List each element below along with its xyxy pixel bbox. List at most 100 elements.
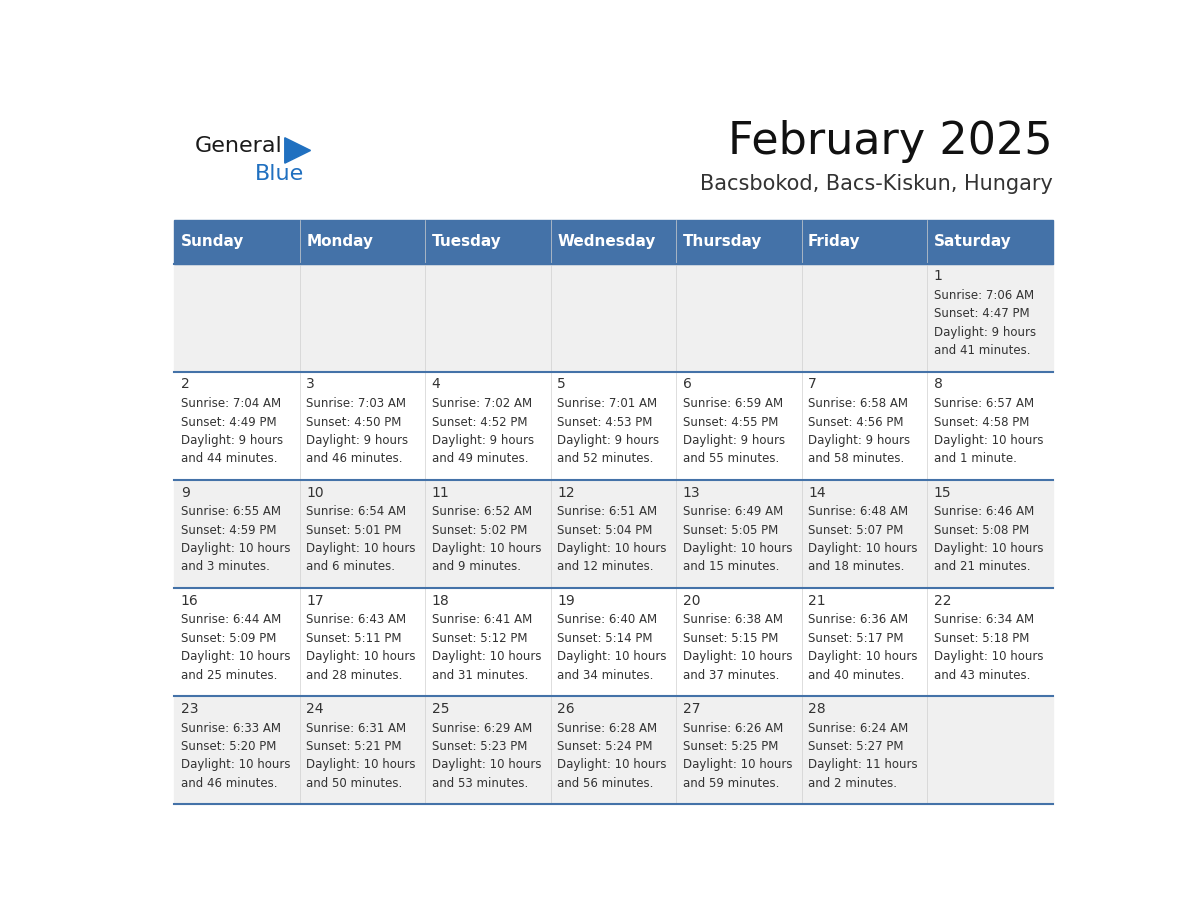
Text: Sunrise: 6:36 AM: Sunrise: 6:36 AM <box>808 613 909 626</box>
Text: Daylight: 9 hours: Daylight: 9 hours <box>808 434 910 447</box>
Bar <box>175 588 1053 696</box>
Text: and 58 minutes.: and 58 minutes. <box>808 453 904 465</box>
Text: Sunrise: 7:04 AM: Sunrise: 7:04 AM <box>181 397 280 410</box>
Text: and 6 minutes.: and 6 minutes. <box>307 560 396 574</box>
Text: Sunset: 4:59 PM: Sunset: 4:59 PM <box>181 523 277 537</box>
Text: Sunset: 5:14 PM: Sunset: 5:14 PM <box>557 632 652 644</box>
Text: Sunset: 5:17 PM: Sunset: 5:17 PM <box>808 632 904 644</box>
Text: 9: 9 <box>181 486 190 499</box>
Text: and 40 minutes.: and 40 minutes. <box>808 668 904 681</box>
Text: Daylight: 9 hours: Daylight: 9 hours <box>934 326 1036 339</box>
Text: Sunset: 4:53 PM: Sunset: 4:53 PM <box>557 416 652 429</box>
Text: and 55 minutes.: and 55 minutes. <box>683 453 779 465</box>
Text: and 49 minutes.: and 49 minutes. <box>431 453 529 465</box>
Text: Sunrise: 6:55 AM: Sunrise: 6:55 AM <box>181 505 280 519</box>
Text: Sunrise: 6:29 AM: Sunrise: 6:29 AM <box>431 722 532 734</box>
Text: Blue: Blue <box>254 164 304 185</box>
Text: 4: 4 <box>431 377 441 391</box>
Text: Daylight: 10 hours: Daylight: 10 hours <box>557 758 666 771</box>
Text: and 31 minutes.: and 31 minutes. <box>431 668 527 681</box>
Text: Sunrise: 6:34 AM: Sunrise: 6:34 AM <box>934 613 1034 626</box>
Text: Bacsbokod, Bacs-Kiskun, Hungary: Bacsbokod, Bacs-Kiskun, Hungary <box>700 174 1053 195</box>
Text: and 59 minutes.: and 59 minutes. <box>683 777 779 789</box>
Text: Sunrise: 6:41 AM: Sunrise: 6:41 AM <box>431 613 532 626</box>
Text: Daylight: 10 hours: Daylight: 10 hours <box>934 434 1043 447</box>
Text: Sunrise: 6:38 AM: Sunrise: 6:38 AM <box>683 613 783 626</box>
Text: Daylight: 10 hours: Daylight: 10 hours <box>431 542 542 555</box>
Text: Sunset: 4:55 PM: Sunset: 4:55 PM <box>683 416 778 429</box>
Text: and 46 minutes.: and 46 minutes. <box>181 777 277 789</box>
Text: 14: 14 <box>808 486 826 499</box>
Text: Sunset: 5:18 PM: Sunset: 5:18 PM <box>934 632 1029 644</box>
Bar <box>175 263 1053 372</box>
Text: 12: 12 <box>557 486 575 499</box>
Text: 24: 24 <box>307 701 323 716</box>
Text: Sunday: Sunday <box>181 234 244 249</box>
Text: Daylight: 10 hours: Daylight: 10 hours <box>808 542 917 555</box>
Text: 5: 5 <box>557 377 565 391</box>
Text: and 15 minutes.: and 15 minutes. <box>683 560 779 574</box>
Text: 15: 15 <box>934 486 952 499</box>
Text: Sunrise: 6:54 AM: Sunrise: 6:54 AM <box>307 505 406 519</box>
Text: Sunset: 5:08 PM: Sunset: 5:08 PM <box>934 523 1029 537</box>
Text: Sunset: 5:04 PM: Sunset: 5:04 PM <box>557 523 652 537</box>
Text: Wednesday: Wednesday <box>557 234 656 249</box>
Text: Daylight: 9 hours: Daylight: 9 hours <box>307 434 409 447</box>
Text: Sunrise: 6:40 AM: Sunrise: 6:40 AM <box>557 613 657 626</box>
Text: 25: 25 <box>431 701 449 716</box>
Text: and 12 minutes.: and 12 minutes. <box>557 560 653 574</box>
Text: and 21 minutes.: and 21 minutes. <box>934 560 1030 574</box>
Text: Sunset: 5:27 PM: Sunset: 5:27 PM <box>808 740 904 753</box>
Text: Daylight: 10 hours: Daylight: 10 hours <box>431 758 542 771</box>
Text: and 41 minutes.: and 41 minutes. <box>934 344 1030 357</box>
Text: and 52 minutes.: and 52 minutes. <box>557 453 653 465</box>
Text: and 53 minutes.: and 53 minutes. <box>431 777 527 789</box>
Text: Daylight: 10 hours: Daylight: 10 hours <box>307 758 416 771</box>
Text: Sunrise: 7:06 AM: Sunrise: 7:06 AM <box>934 289 1034 302</box>
Text: 16: 16 <box>181 594 198 608</box>
Text: Friday: Friday <box>808 234 861 249</box>
Text: Sunset: 5:21 PM: Sunset: 5:21 PM <box>307 740 402 753</box>
Text: and 28 minutes.: and 28 minutes. <box>307 668 403 681</box>
Polygon shape <box>285 138 310 163</box>
Text: Daylight: 10 hours: Daylight: 10 hours <box>181 650 290 663</box>
Text: Sunset: 4:56 PM: Sunset: 4:56 PM <box>808 416 904 429</box>
Text: Sunrise: 6:57 AM: Sunrise: 6:57 AM <box>934 397 1034 410</box>
Text: Sunrise: 6:46 AM: Sunrise: 6:46 AM <box>934 505 1034 519</box>
Text: Daylight: 10 hours: Daylight: 10 hours <box>307 650 416 663</box>
Text: and 3 minutes.: and 3 minutes. <box>181 560 270 574</box>
Text: 6: 6 <box>683 377 691 391</box>
Text: 8: 8 <box>934 377 942 391</box>
Text: and 9 minutes.: and 9 minutes. <box>431 560 520 574</box>
Bar <box>175 219 1053 263</box>
Text: Sunrise: 7:01 AM: Sunrise: 7:01 AM <box>557 397 657 410</box>
Text: Daylight: 9 hours: Daylight: 9 hours <box>431 434 533 447</box>
Bar <box>175 480 1053 588</box>
Text: 19: 19 <box>557 594 575 608</box>
Text: Sunset: 5:02 PM: Sunset: 5:02 PM <box>431 523 527 537</box>
Text: Daylight: 10 hours: Daylight: 10 hours <box>683 542 792 555</box>
Text: Daylight: 10 hours: Daylight: 10 hours <box>934 650 1043 663</box>
Bar <box>175 372 1053 480</box>
Text: and 37 minutes.: and 37 minutes. <box>683 668 779 681</box>
Text: Sunrise: 7:02 AM: Sunrise: 7:02 AM <box>431 397 532 410</box>
Text: Daylight: 11 hours: Daylight: 11 hours <box>808 758 918 771</box>
Text: Sunrise: 6:31 AM: Sunrise: 6:31 AM <box>307 722 406 734</box>
Text: Sunset: 5:24 PM: Sunset: 5:24 PM <box>557 740 652 753</box>
Text: and 34 minutes.: and 34 minutes. <box>557 668 653 681</box>
Text: 20: 20 <box>683 594 700 608</box>
Text: Sunset: 5:25 PM: Sunset: 5:25 PM <box>683 740 778 753</box>
Text: and 25 minutes.: and 25 minutes. <box>181 668 277 681</box>
Text: Sunrise: 6:59 AM: Sunrise: 6:59 AM <box>683 397 783 410</box>
Text: 27: 27 <box>683 701 700 716</box>
Text: 11: 11 <box>431 486 449 499</box>
Text: Sunrise: 6:52 AM: Sunrise: 6:52 AM <box>431 505 532 519</box>
Text: Sunrise: 6:28 AM: Sunrise: 6:28 AM <box>557 722 657 734</box>
Text: Sunset: 4:49 PM: Sunset: 4:49 PM <box>181 416 277 429</box>
Text: Daylight: 10 hours: Daylight: 10 hours <box>683 758 792 771</box>
Text: 28: 28 <box>808 701 826 716</box>
Text: 1: 1 <box>934 269 942 284</box>
Text: Daylight: 10 hours: Daylight: 10 hours <box>683 650 792 663</box>
Text: and 1 minute.: and 1 minute. <box>934 453 1017 465</box>
Text: Sunset: 5:15 PM: Sunset: 5:15 PM <box>683 632 778 644</box>
